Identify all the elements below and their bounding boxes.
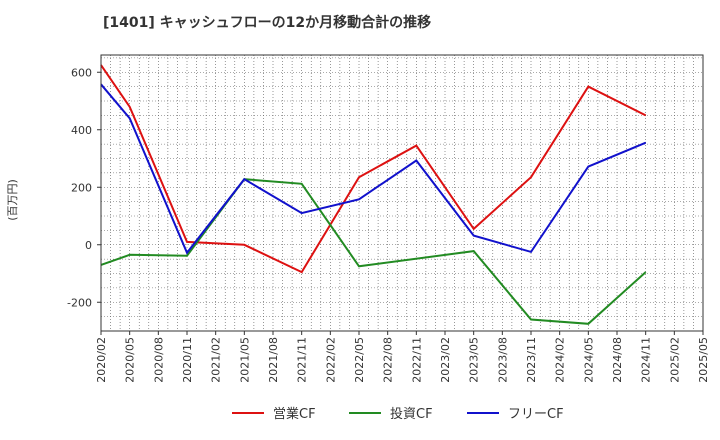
legend-label-1: 営業CF <box>273 406 316 422</box>
x-tick-label: 2024/11 <box>640 337 653 383</box>
series-line-2 <box>100 178 647 325</box>
legend-label-2: 投資CF <box>390 406 433 422</box>
x-tick-label: 2023/11 <box>525 337 538 383</box>
x-tick-label: 2022/08 <box>382 337 395 383</box>
x-tick-label: 2023/08 <box>496 337 509 383</box>
y-tick-label: 0 <box>85 239 92 252</box>
y-tick-label: 200 <box>71 181 92 194</box>
y-tick-label: -200 <box>67 296 92 309</box>
x-tick-label: 2020/08 <box>152 337 165 383</box>
chart-title: [1401] キャッシュフローの12か月移動合計の推移 <box>103 14 431 31</box>
x-tick-label: 2022/05 <box>353 337 366 383</box>
x-tick-label: 2021/08 <box>267 337 280 383</box>
x-tick-label: 2025/02 <box>668 337 681 383</box>
x-tick-label: 2020/02 <box>95 337 108 383</box>
x-tick-label: 2020/11 <box>181 337 194 383</box>
y-tick-label: 400 <box>71 124 92 137</box>
x-tick-label: 2025/05 <box>697 337 710 383</box>
x-tick-label: 2021/02 <box>210 337 223 383</box>
x-tick-label: 2024/08 <box>611 337 624 383</box>
series-lines <box>100 64 647 325</box>
x-tick-label: 2021/11 <box>296 337 309 383</box>
x-tick-label: 2024/05 <box>582 337 595 383</box>
x-tick-label: 2022/11 <box>410 337 423 383</box>
legend-label-3: フリーCF <box>508 407 564 422</box>
y-axis-label: (百万円) <box>6 179 19 221</box>
x-tick-label: 2020/05 <box>124 337 137 383</box>
y-axis: 600 400 200 0 -200 <box>67 66 101 309</box>
x-axis: 2020/02 2020/05 2020/08 2020/11 2021/02 2021/… <box>95 331 710 383</box>
x-tick-label: 2023/05 <box>468 337 481 383</box>
x-tick-label: 2021/05 <box>238 337 251 383</box>
x-tick-label: 2023/02 <box>439 337 452 383</box>
y-tick-label: 600 <box>71 66 92 79</box>
x-tick-label: 2024/02 <box>554 337 567 383</box>
series-line-3 <box>100 83 647 255</box>
plot-area <box>100 54 704 332</box>
grid <box>100 55 704 331</box>
legend: 営業CF 投資CF フリーCF <box>232 406 564 422</box>
x-tick-label: 2022/02 <box>324 337 337 383</box>
series-line-1 <box>100 64 647 274</box>
